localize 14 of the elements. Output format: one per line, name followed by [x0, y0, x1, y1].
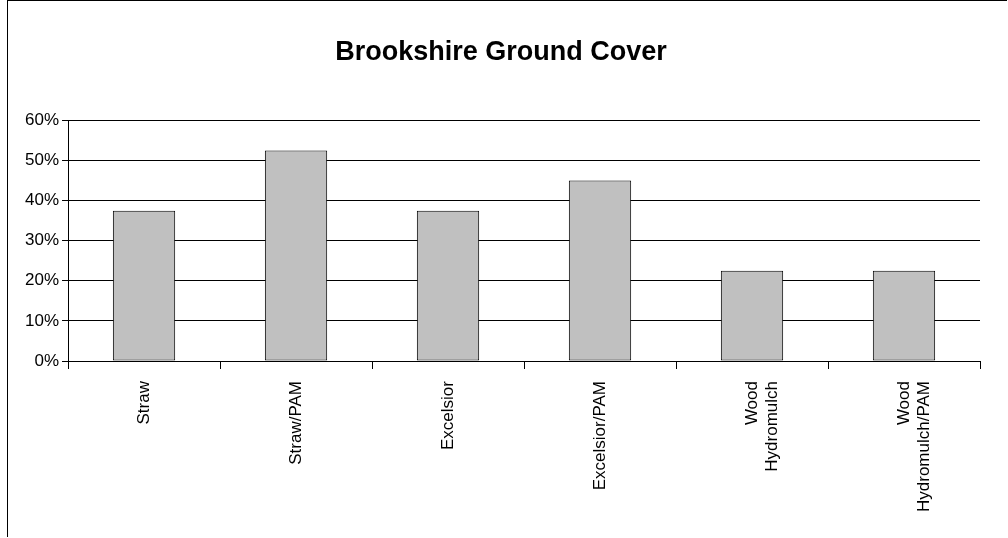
chart-title: Brookshire Ground Cover [335, 35, 668, 66]
x-tick-label: Excelsior/PAM [589, 381, 609, 491]
y-tick-label: 20% [24, 270, 60, 290]
x-tick-label: Excelsior [437, 380, 457, 450]
x-tick-label: Wood Hydromulch [741, 381, 782, 472]
y-tick-label: 0% [34, 350, 60, 370]
y-tick-label: 40% [24, 190, 60, 210]
y-tick-label: 60% [24, 110, 60, 130]
y-tick-label: 10% [24, 310, 60, 330]
x-tick-label: Wood Hydromulch/PAM [893, 381, 934, 513]
x-tick-label: Straw/PAM [285, 381, 305, 465]
x-tick-label: Straw [133, 380, 153, 425]
y-tick-label: 50% [24, 150, 60, 170]
y-tick-label: 30% [24, 230, 60, 250]
